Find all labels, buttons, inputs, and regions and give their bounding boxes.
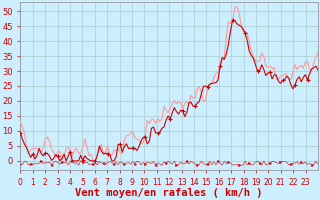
X-axis label: Vent moyen/en rafales ( km/h ): Vent moyen/en rafales ( km/h ) [76,188,263,198]
